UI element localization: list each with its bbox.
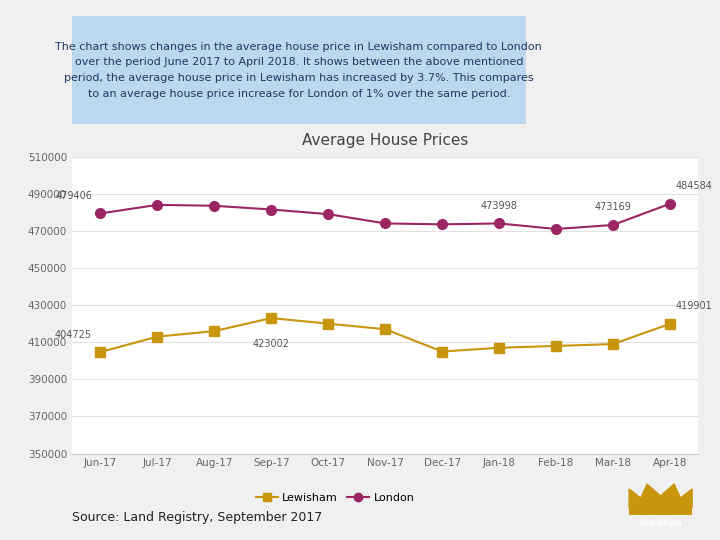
Text: Lewisham: Lewisham	[639, 519, 682, 528]
Lewisham	[552, 343, 560, 349]
London	[381, 220, 390, 227]
Lewisham	[267, 315, 276, 321]
London	[438, 221, 446, 227]
Lewisham	[96, 349, 105, 355]
Line: London: London	[96, 199, 675, 234]
Text: 419901: 419901	[675, 301, 712, 312]
Polygon shape	[629, 484, 692, 508]
London	[552, 226, 560, 232]
London	[324, 211, 333, 218]
Lewisham	[153, 333, 162, 340]
London	[96, 210, 105, 217]
London	[210, 202, 219, 209]
Lewisham	[324, 320, 333, 327]
London	[608, 222, 617, 228]
Text: 473998: 473998	[481, 201, 518, 211]
Lewisham	[665, 321, 674, 327]
Text: 479406: 479406	[55, 191, 92, 201]
Lewisham	[381, 326, 390, 333]
Text: 404725: 404725	[55, 329, 92, 340]
Lewisham	[210, 328, 219, 334]
Legend: Lewisham, London: Lewisham, London	[251, 489, 419, 508]
London	[495, 220, 503, 227]
Title: Average House Prices: Average House Prices	[302, 133, 469, 148]
Text: 484584: 484584	[675, 181, 712, 191]
FancyBboxPatch shape	[629, 507, 692, 515]
Text: Source: Land Registry, September 2017: Source: Land Registry, September 2017	[72, 511, 323, 524]
Text: The chart shows changes in the average house price in Lewisham compared to Londo: The chart shows changes in the average h…	[55, 42, 542, 99]
Text: 423002: 423002	[253, 339, 290, 349]
Lewisham	[495, 345, 503, 351]
Lewisham	[438, 348, 446, 355]
Line: Lewisham: Lewisham	[96, 313, 675, 357]
Lewisham	[608, 341, 617, 347]
Text: 473169: 473169	[595, 202, 631, 212]
London	[665, 200, 674, 207]
London	[267, 206, 276, 213]
FancyBboxPatch shape	[54, 12, 544, 129]
London	[153, 201, 162, 208]
